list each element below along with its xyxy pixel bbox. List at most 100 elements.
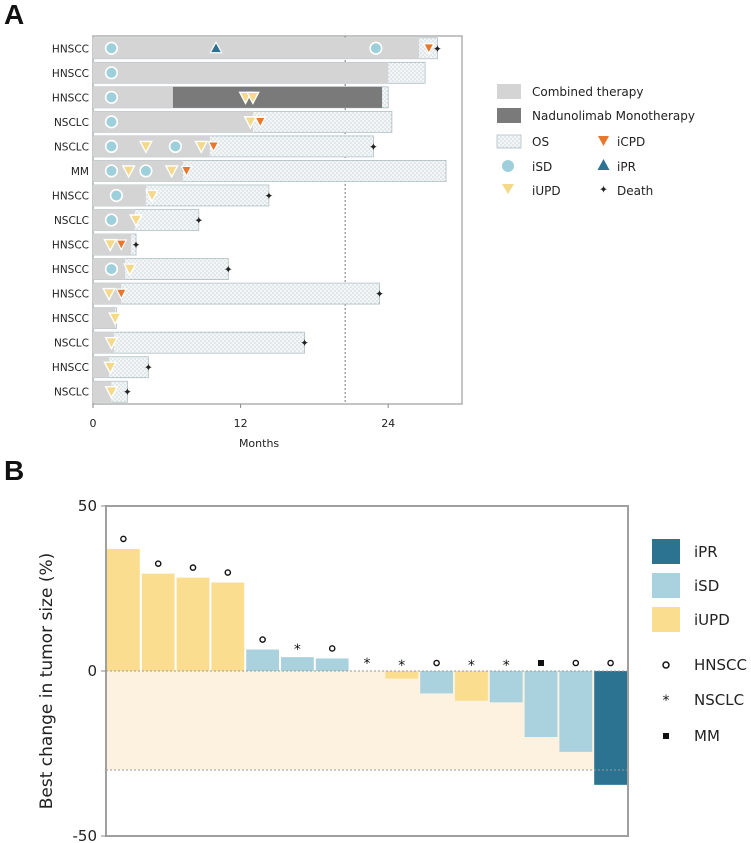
swimmer-legend: Combined therapy Nadunolimab Monotherapy O… bbox=[496, 84, 695, 198]
hnscc-marker bbox=[572, 659, 580, 667]
x-tick-label: 24 bbox=[381, 417, 395, 430]
isd-marker bbox=[139, 164, 153, 178]
nsclc-marker: * bbox=[294, 642, 301, 658]
patient-label: NSCLC bbox=[54, 117, 89, 129]
legend-nsclc-marker: * bbox=[663, 693, 670, 709]
waterfall-plot: * * * * * 50 0 -50 Best change in tumor size (%) bbox=[37, 497, 629, 843]
hnscc-marker bbox=[433, 659, 440, 667]
legend-hnscc-label: HNSCC bbox=[694, 656, 747, 674]
legend-isd-label: iSD bbox=[694, 577, 719, 595]
legend-mono-label: Nadunolimab Monotherapy bbox=[532, 109, 695, 123]
iupd-marker bbox=[194, 140, 209, 154]
bar-iupd bbox=[107, 548, 140, 671]
x-tick-label: 0 bbox=[90, 417, 97, 430]
legend-isd-marker bbox=[502, 160, 514, 172]
hnscc-marker bbox=[259, 636, 266, 643]
patient-label: HNSCC bbox=[52, 264, 89, 276]
iupd-marker bbox=[245, 91, 260, 105]
iupd-marker bbox=[164, 165, 179, 179]
swimmer-plot: HNSCC ✦ HNSCC HNSCC NSCLC NSCLC ✦ MM HNSCC ✦ NSCLC… bbox=[52, 35, 463, 450]
legend-icpd-marker bbox=[598, 136, 609, 146]
y-tick-label: 50 bbox=[78, 497, 97, 515]
patient-label: HNSCC bbox=[52, 362, 89, 374]
iupd-marker bbox=[129, 214, 144, 228]
legend-icpd-label: iCPD bbox=[617, 135, 645, 149]
iupd-marker bbox=[104, 386, 119, 400]
combined-therapy-bar bbox=[93, 62, 389, 84]
death-marker: ✦ bbox=[224, 264, 233, 276]
iupd-marker bbox=[108, 312, 123, 326]
iupd-marker bbox=[243, 116, 258, 130]
patient-label: NSCLC bbox=[54, 141, 89, 153]
nsclc-marker: * bbox=[503, 658, 510, 674]
legend-iupd-marker bbox=[502, 184, 514, 194]
bar-isd bbox=[420, 671, 453, 694]
os-bar bbox=[92, 331, 305, 354]
death-marker: ✦ bbox=[375, 289, 384, 301]
death-marker: ✦ bbox=[132, 240, 141, 252]
isd-marker bbox=[104, 139, 119, 153]
legend-nsclc-label: NSCLC bbox=[694, 691, 744, 709]
death-marker: ✦ bbox=[144, 362, 153, 374]
legend-os-label: OS bbox=[532, 135, 549, 149]
isd-marker bbox=[104, 164, 119, 178]
bar-isd bbox=[281, 657, 314, 671]
legend-death-label: Death bbox=[617, 184, 653, 198]
iupd-marker bbox=[138, 140, 153, 154]
isd-marker bbox=[104, 262, 119, 276]
icpd-marker bbox=[180, 165, 193, 178]
isd-marker bbox=[104, 41, 119, 55]
death-marker: ✦ bbox=[369, 141, 378, 153]
legend-isd-label: iSD bbox=[532, 160, 552, 174]
hnscc-marker bbox=[328, 645, 336, 652]
patient-label: HNSCC bbox=[52, 92, 89, 104]
monotherapy-bar bbox=[172, 86, 383, 108]
legend-mm-marker bbox=[663, 733, 669, 739]
y-axis-label: Best change in tumor size (%) bbox=[37, 553, 57, 810]
isd-marker bbox=[104, 213, 119, 227]
icpd-marker bbox=[115, 288, 128, 300]
legend-death-marker: ✦ bbox=[599, 184, 608, 196]
patient-label: HNSCC bbox=[52, 313, 89, 325]
death-marker: ✦ bbox=[300, 338, 309, 350]
patient-label: HNSCC bbox=[52, 68, 89, 80]
panel-a-label: A bbox=[4, 0, 24, 30]
nsclc-marker: * bbox=[398, 658, 405, 674]
os-bar bbox=[92, 282, 380, 305]
legend-ipr-label: iPR bbox=[617, 160, 636, 174]
isd-marker bbox=[104, 115, 119, 129]
icpd-marker bbox=[115, 239, 128, 251]
patient-label: NSCLC bbox=[54, 338, 89, 350]
combined-therapy-bar bbox=[93, 111, 253, 133]
legend-hnscc-marker bbox=[662, 661, 670, 669]
bar-isd bbox=[246, 649, 279, 671]
bar-isd bbox=[315, 658, 349, 671]
patient-label: HNSCC bbox=[52, 240, 89, 252]
panel-b-label: B bbox=[4, 455, 24, 486]
hnscc-marker bbox=[154, 560, 162, 567]
hnscc-marker bbox=[607, 659, 614, 667]
iupd-marker bbox=[122, 263, 137, 277]
death-marker: ✦ bbox=[433, 43, 442, 55]
isd-marker bbox=[109, 188, 123, 203]
legend-isd-swatch bbox=[652, 573, 680, 598]
legend-iupd-swatch bbox=[652, 607, 680, 632]
legend-ipr-marker bbox=[597, 159, 610, 170]
patient-label: HNSCC bbox=[52, 190, 89, 202]
y-tick-label: 0 bbox=[87, 662, 97, 680]
legend-mono-swatch bbox=[497, 108, 521, 123]
bar-isd bbox=[559, 671, 593, 752]
mm-marker bbox=[538, 660, 544, 666]
iupd-marker bbox=[103, 238, 118, 253]
iupd-marker bbox=[145, 189, 160, 203]
hnscc-marker bbox=[224, 569, 232, 576]
iupd-marker bbox=[103, 361, 118, 375]
iupd-marker bbox=[102, 287, 116, 302]
legend-combined-swatch bbox=[497, 84, 521, 99]
icpd-marker bbox=[422, 43, 435, 55]
legend-iupd-label: iUPD bbox=[532, 184, 561, 198]
waterfall-legend: iPR iSD iUPD HNSCC * NSCLC MM bbox=[652, 539, 747, 745]
icpd-marker bbox=[254, 116, 267, 129]
combined-therapy-bar bbox=[93, 37, 419, 59]
